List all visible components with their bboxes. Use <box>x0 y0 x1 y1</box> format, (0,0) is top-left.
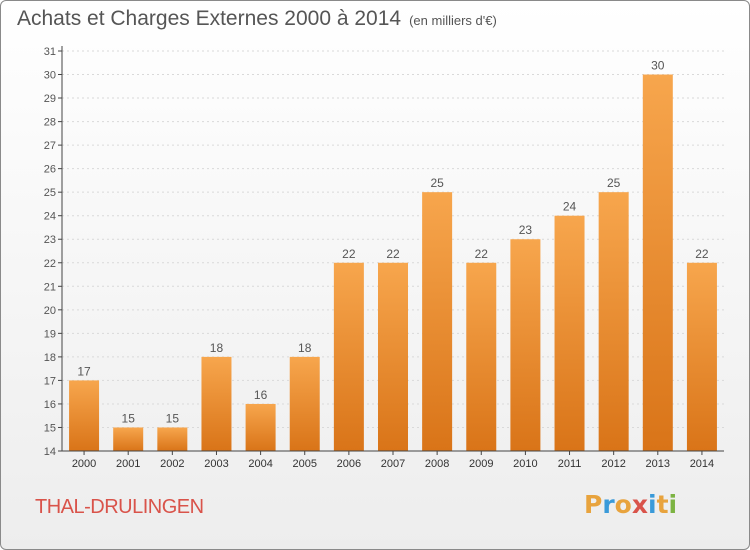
logo-letter: i <box>668 490 678 519</box>
x-tick-label-2008: 2008 <box>425 458 449 470</box>
y-tick-label: 25 <box>44 187 56 199</box>
y-tick-label: 27 <box>44 140 56 152</box>
bar-2004 <box>245 403 276 451</box>
logo-letter: r <box>602 490 615 519</box>
data-label-2005: 18 <box>298 341 312 355</box>
y-tick-label: 22 <box>44 258 56 270</box>
data-label-2001: 15 <box>122 411 136 425</box>
bar-2000 <box>69 380 100 451</box>
x-tick-label-2009: 2009 <box>469 458 493 470</box>
x-tick-label-2012: 2012 <box>601 458 625 470</box>
bar-2008 <box>422 192 453 452</box>
logo-letter: t <box>656 490 669 519</box>
logo-letter: x <box>631 490 648 519</box>
bar-2001 <box>113 427 144 451</box>
chart-title-text: Achats et Charges Externes 2000 à 2014 <box>17 7 402 30</box>
x-tick-label-2013: 2013 <box>646 458 670 470</box>
bar-2009 <box>466 262 497 451</box>
y-tick-label: 31 <box>44 46 56 58</box>
bar-2012 <box>598 192 629 452</box>
data-label-2008: 25 <box>430 176 444 190</box>
y-tick-label: 21 <box>44 281 56 293</box>
bar-2014 <box>686 262 717 451</box>
x-tick-label-2005: 2005 <box>292 458 316 470</box>
data-label-2012: 25 <box>607 176 621 190</box>
y-tick-label: 15 <box>44 422 56 434</box>
logo-letter: o <box>614 490 632 519</box>
x-tick-label-2007: 2007 <box>381 458 405 470</box>
x-tick-label-2000: 2000 <box>72 458 96 470</box>
y-tick-label: 19 <box>44 328 56 340</box>
chart-title: Achats et Charges Externes 2000 à 2014 (e… <box>17 7 497 31</box>
data-label-2010: 23 <box>519 223 533 237</box>
data-label-2014: 22 <box>695 247 709 261</box>
x-tick-label-2002: 2002 <box>160 458 184 470</box>
y-tick-label: 20 <box>44 305 56 317</box>
y-tick-label: 17 <box>44 375 56 387</box>
bar-2011 <box>554 215 585 451</box>
y-tick-label: 16 <box>44 399 56 411</box>
y-tick-label: 26 <box>44 164 56 176</box>
logo-letter: i <box>648 490 657 519</box>
y-tick-label: 28 <box>44 117 56 129</box>
x-tick-label-2010: 2010 <box>513 458 537 470</box>
bar-2007 <box>378 262 408 451</box>
data-label-2007: 22 <box>386 247 400 261</box>
chart-unit: (en milliers d'€) <box>409 13 497 28</box>
x-tick-label-2011: 2011 <box>558 458 582 470</box>
bar-2002 <box>157 427 188 451</box>
bar-2013 <box>642 74 673 451</box>
x-tick-label-2006: 2006 <box>337 458 361 470</box>
data-label-2003: 18 <box>210 341 224 355</box>
data-label-2002: 15 <box>166 411 180 425</box>
y-tick-label: 14 <box>44 446 56 458</box>
data-label-2009: 22 <box>475 247 489 261</box>
data-label-2006: 22 <box>342 247 356 261</box>
y-tick-label: 23 <box>44 234 56 246</box>
place-name: THAL-DRULINGEN <box>35 496 204 518</box>
data-label-2013: 30 <box>651 59 665 73</box>
bar-2005 <box>289 356 320 451</box>
proxiti-logo: Proxiti <box>584 490 677 519</box>
bar-2010 <box>510 239 541 451</box>
x-tick-label-2014: 2014 <box>690 458 714 470</box>
y-tick-label: 24 <box>44 211 56 223</box>
data-label-2000: 17 <box>77 364 91 378</box>
x-tick-label-2004: 2004 <box>248 458 272 470</box>
y-tick-label: 30 <box>44 70 56 82</box>
bar-2003 <box>201 356 232 451</box>
x-tick-label-2003: 2003 <box>204 458 228 470</box>
data-label-2011: 24 <box>563 200 577 214</box>
y-tick-label: 18 <box>44 352 56 364</box>
bar-2006 <box>333 262 364 451</box>
y-tick-label: 29 <box>44 93 56 105</box>
x-tick-label-2001: 2001 <box>116 458 140 470</box>
logo-letter: P <box>584 490 603 519</box>
data-label-2004: 16 <box>254 388 268 402</box>
